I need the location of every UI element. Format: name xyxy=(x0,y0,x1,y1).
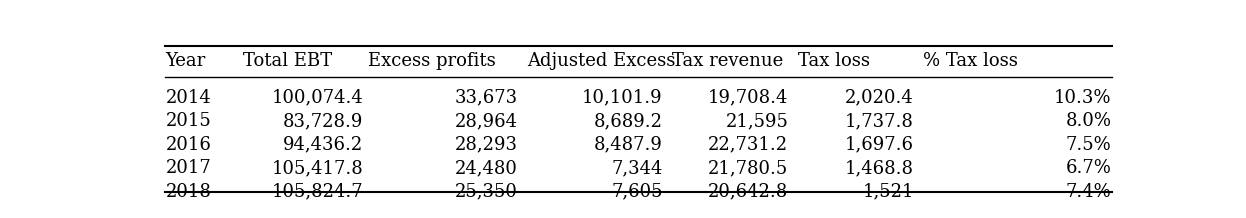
Text: 22,731.2: 22,731.2 xyxy=(708,136,789,153)
Text: 7.5%: 7.5% xyxy=(1067,136,1111,153)
Text: 1,737.8: 1,737.8 xyxy=(845,112,913,130)
Text: 8,487.9: 8,487.9 xyxy=(594,136,663,153)
Text: 2015: 2015 xyxy=(166,112,211,130)
Text: 7.4%: 7.4% xyxy=(1067,182,1111,201)
Text: 2014: 2014 xyxy=(166,89,211,107)
Text: 83,728.9: 83,728.9 xyxy=(283,112,364,130)
Text: 28,293: 28,293 xyxy=(455,136,518,153)
Text: 10.3%: 10.3% xyxy=(1054,89,1111,107)
Text: 8,689.2: 8,689.2 xyxy=(593,112,663,130)
Text: 1,521: 1,521 xyxy=(862,182,913,201)
Text: 6.7%: 6.7% xyxy=(1065,159,1111,177)
Text: 10,101.9: 10,101.9 xyxy=(582,89,663,107)
Text: 105,417.8: 105,417.8 xyxy=(272,159,364,177)
Text: 20,642.8: 20,642.8 xyxy=(708,182,789,201)
Text: 2017: 2017 xyxy=(166,159,211,177)
Text: 105,824.7: 105,824.7 xyxy=(272,182,364,201)
Text: 7,344: 7,344 xyxy=(612,159,663,177)
Text: 21,595: 21,595 xyxy=(725,112,789,130)
Text: 8.0%: 8.0% xyxy=(1065,112,1111,130)
Text: Tax revenue: Tax revenue xyxy=(673,52,784,70)
Text: 33,673: 33,673 xyxy=(455,89,518,107)
Text: 2016: 2016 xyxy=(166,136,212,153)
Text: Year: Year xyxy=(166,52,206,70)
Text: 2018: 2018 xyxy=(166,182,212,201)
Text: 1,468.8: 1,468.8 xyxy=(845,159,913,177)
Text: 25,350: 25,350 xyxy=(455,182,518,201)
Text: 7,605: 7,605 xyxy=(612,182,663,201)
Text: 94,436.2: 94,436.2 xyxy=(283,136,364,153)
Text: % Tax loss: % Tax loss xyxy=(923,52,1018,70)
Text: 21,780.5: 21,780.5 xyxy=(708,159,789,177)
Text: 28,964: 28,964 xyxy=(455,112,518,130)
Text: 24,480: 24,480 xyxy=(455,159,518,177)
Text: Total EBT: Total EBT xyxy=(243,52,331,70)
Text: Tax loss: Tax loss xyxy=(797,52,870,70)
Text: 2,020.4: 2,020.4 xyxy=(845,89,913,107)
Text: Adjusted Excess: Adjusted Excess xyxy=(527,52,675,70)
Text: 100,074.4: 100,074.4 xyxy=(272,89,364,107)
Text: Excess profits: Excess profits xyxy=(369,52,496,70)
Text: 1,697.6: 1,697.6 xyxy=(845,136,913,153)
Text: 19,708.4: 19,708.4 xyxy=(708,89,789,107)
